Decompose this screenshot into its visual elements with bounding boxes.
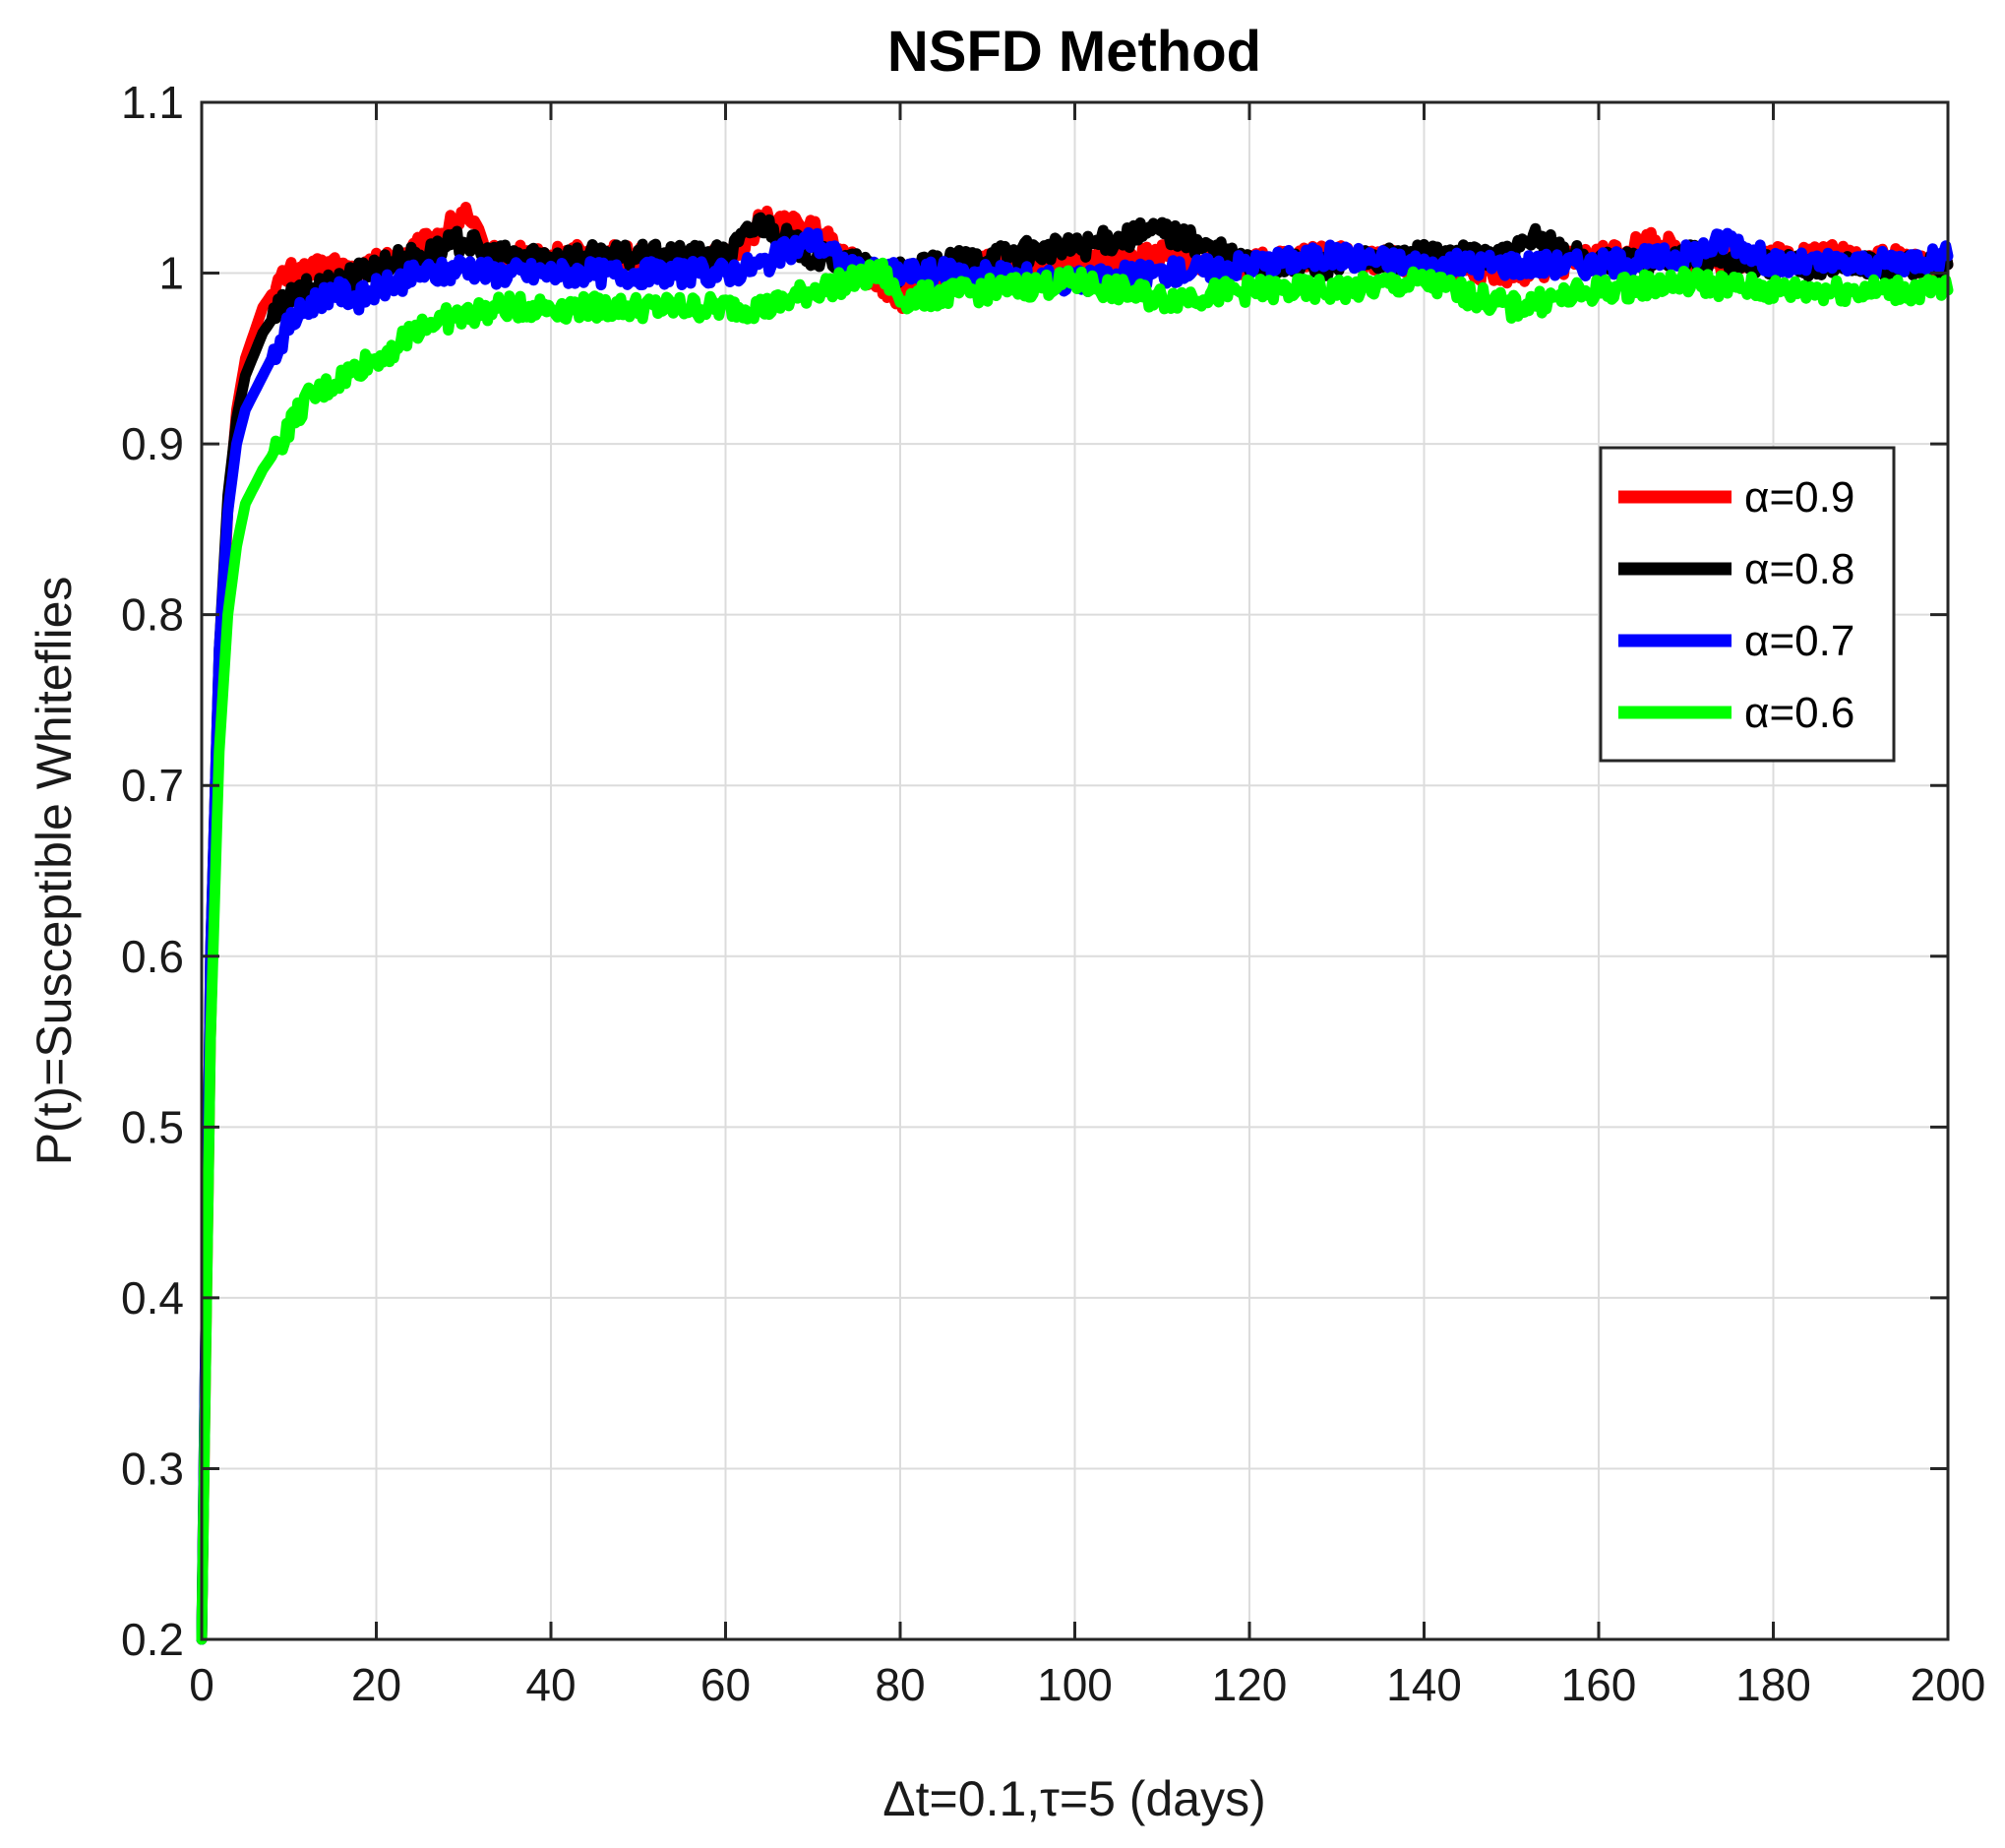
x-tick-label: 40: [525, 1659, 576, 1710]
x-tick-labels: 0 20 40 60 80 100 120 140 160 180 200: [189, 1659, 1985, 1710]
y-axis-label: P(t)=Susceptible Whiteflies: [27, 577, 82, 1166]
x-tick-label: 120: [1212, 1659, 1288, 1710]
y-tick-label: 0.7: [121, 760, 184, 811]
legend-label: α=0.9: [1744, 473, 1854, 522]
y-tick-label: 0.8: [121, 589, 184, 641]
y-tick-label: 0.9: [121, 418, 184, 469]
x-tick-label: 100: [1037, 1659, 1113, 1710]
plot-frame: [200, 100, 1950, 1641]
y-tick-label: 0.2: [121, 1614, 184, 1665]
y-tick-label: 0.4: [121, 1272, 184, 1324]
legend: α=0.9 α=0.8 α=0.7 α=0.6: [1599, 446, 1896, 763]
series-line: [196, 257, 1954, 1645]
legend-label: α=0.7: [1744, 617, 1854, 665]
x-tick-label: 0: [189, 1659, 214, 1710]
axis-ticks: [200, 100, 1950, 1641]
x-tick-label: 180: [1735, 1659, 1811, 1710]
y-tick-label: 1.1: [121, 77, 184, 128]
x-tick-label: 60: [700, 1659, 751, 1710]
x-axis-label: Δt=0.1,τ=5 (days): [882, 1771, 1265, 1826]
x-tick-label: 20: [351, 1659, 401, 1710]
legend-label: α=0.6: [1744, 689, 1854, 737]
x-tick-label: 160: [1561, 1659, 1637, 1710]
y-tick-label: 0.6: [121, 931, 184, 982]
x-tick-label: 200: [1911, 1659, 1986, 1710]
y-tick-label: 1: [158, 248, 184, 299]
x-tick-label: 80: [875, 1659, 925, 1710]
chart-title: NSFD Method: [887, 20, 1261, 84]
y-tick-label: 0.5: [121, 1101, 184, 1152]
legend-label: α=0.8: [1744, 545, 1854, 593]
y-tick-labels: 0.2 0.3 0.4 0.5 0.6 0.7 0.8 0.9 1 1.1: [121, 77, 184, 1665]
x-tick-label: 140: [1386, 1659, 1462, 1710]
y-tick-label: 0.3: [121, 1443, 184, 1494]
series-layer: [196, 202, 1954, 1645]
